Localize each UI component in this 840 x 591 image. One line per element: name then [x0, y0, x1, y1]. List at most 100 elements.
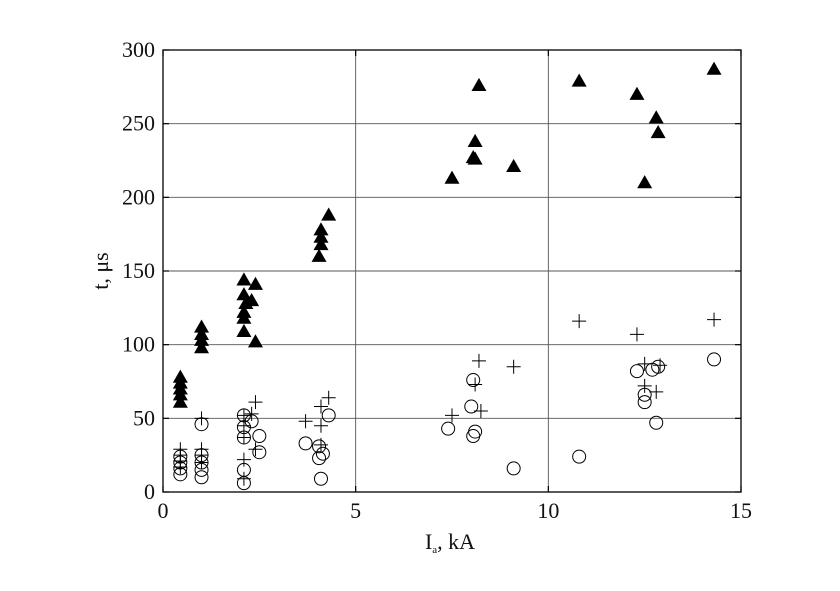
plus-point	[572, 314, 587, 329]
triangle-point	[321, 207, 337, 221]
plus-point	[194, 455, 209, 470]
circle-point	[252, 429, 267, 444]
triangle-point	[444, 170, 460, 184]
y-tick-label: 50	[133, 405, 155, 430]
plus-point	[194, 411, 209, 426]
triangle-point	[313, 229, 329, 243]
circle-point	[312, 451, 327, 466]
circle-point	[298, 436, 313, 451]
circle-point	[173, 449, 188, 464]
triangle-point	[247, 334, 263, 348]
plus-point	[471, 353, 486, 368]
circle-point	[194, 470, 209, 485]
circle-point	[464, 399, 479, 414]
y-tick-label: 0	[144, 479, 155, 504]
circle-point	[572, 449, 587, 464]
plus-point	[649, 384, 664, 399]
triangle-point	[648, 110, 664, 124]
triangle-point	[236, 310, 252, 324]
circle-point	[315, 446, 330, 461]
triangle-point	[311, 248, 327, 262]
y-tick-label: 250	[122, 111, 155, 136]
circle-point	[173, 455, 188, 470]
plus-point	[468, 377, 483, 392]
circle-point	[194, 455, 209, 470]
plus-point	[707, 312, 722, 327]
circle-point	[649, 415, 664, 430]
x-tick-label: 10	[537, 498, 559, 523]
plus-point	[248, 395, 263, 410]
triangle-point	[471, 77, 487, 91]
triangle-point	[236, 272, 252, 286]
plus-point	[298, 414, 313, 429]
plus-point	[506, 359, 521, 374]
plus-point	[637, 378, 652, 393]
circle-point	[173, 467, 188, 482]
plus-point	[321, 390, 336, 405]
circle-point	[441, 421, 456, 436]
circle-point	[194, 462, 209, 477]
triangle-point	[637, 175, 653, 189]
triangle-point	[247, 276, 263, 290]
triangle-point	[172, 394, 188, 408]
plus-point	[244, 406, 259, 421]
series-filled-triangle	[172, 61, 722, 408]
x-axis-label-subscript: a	[432, 544, 437, 556]
y-tick-label: 150	[122, 258, 155, 283]
plus-point	[629, 327, 644, 342]
circle-point	[466, 429, 481, 444]
triangle-point	[629, 86, 645, 100]
triangle-point	[236, 323, 252, 338]
x-tick-label: 5	[350, 498, 361, 523]
triangle-point	[467, 133, 483, 147]
triangle-point	[706, 61, 722, 75]
plus-point	[313, 418, 328, 433]
circle-point	[637, 387, 652, 402]
triangle-point	[194, 332, 210, 346]
series-open-circle	[173, 352, 722, 491]
plus-point	[236, 430, 251, 445]
triangle-point	[172, 387, 188, 401]
circle-point	[173, 461, 188, 476]
triangle-point	[571, 73, 587, 87]
circle-point	[312, 439, 327, 454]
y-axis-label: t, μs	[88, 252, 113, 289]
circle-point	[321, 408, 336, 423]
triangle-point	[467, 151, 483, 165]
triangle-point	[506, 158, 522, 173]
circle-point	[252, 445, 267, 460]
triangle-point	[194, 340, 210, 354]
triangle-point	[650, 125, 666, 139]
plus-point	[236, 452, 251, 467]
x-axis-label-unit: , kA	[437, 529, 475, 554]
plus-point	[248, 442, 263, 457]
circle-point	[637, 395, 652, 410]
y-tick-label: 100	[122, 332, 155, 357]
circle-point	[629, 364, 644, 379]
circle-point	[194, 417, 209, 432]
circle-point	[313, 471, 328, 486]
data-marks	[172, 61, 722, 491]
triangle-point	[244, 292, 260, 307]
triangle-point	[313, 222, 329, 236]
triangle-point	[194, 319, 210, 333]
x-axis-label: Ia, kA	[425, 529, 475, 556]
plus-point	[445, 408, 459, 423]
triangle-point	[236, 287, 252, 301]
plus-point	[313, 399, 328, 414]
circle-point	[506, 461, 521, 476]
circle-point	[194, 448, 209, 463]
circle-point	[236, 476, 251, 491]
circle-point	[466, 373, 481, 388]
circle-point	[244, 414, 259, 429]
y-tick-label: 200	[122, 184, 155, 209]
x-tick-label: 15	[730, 498, 752, 523]
circle-point	[707, 352, 722, 367]
triangle-point	[313, 236, 329, 251]
x-tick-label: 0	[158, 498, 169, 523]
circle-point	[651, 359, 666, 374]
x-axis-label-main: I	[425, 529, 432, 554]
